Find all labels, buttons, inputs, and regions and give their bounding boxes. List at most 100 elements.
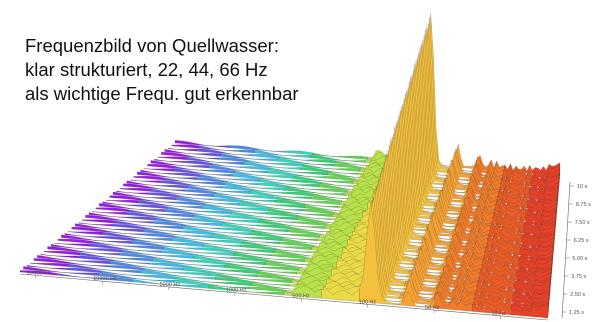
spectrum-slice-segment [116,190,148,195]
spectrum-slice-segment [273,249,309,257]
spectrum-slice-segment [240,166,270,171]
spectrum-slice-segment [273,204,305,209]
spectrum-slice-segment [178,195,211,201]
spectrum-slice-segment [112,191,145,198]
spectrum-slice-segment [161,152,190,158]
spectrum-slice-segment [447,255,483,269]
spectrum-slice-segment [232,174,263,180]
spectrum-slice-segment [279,195,312,200]
frequency-axis-line [19,273,549,321]
caption-line-1: Frequenzbild von Quellwasser: [25,35,279,56]
frequency-tick-label: 500 Hz [292,294,310,300]
spectrum-slice-segment [283,285,322,299]
spectrum-slice-segment [146,266,184,271]
spectrum-slice-segment [236,251,272,257]
spectrum-slice-segment [298,171,328,176]
spectrum-slice-segment [118,219,153,224]
spectrum-slice-segment [283,236,318,241]
spectrum-slice-segment [497,193,528,206]
spectrum-slice-segment [210,284,249,289]
spectrum-slice-segment [472,302,511,315]
spectrum-slice-segment [259,220,293,227]
spectrum-slice-segment [468,187,499,200]
spectrum-slice-segment [443,266,480,284]
spectrum-slice-segment [213,194,245,200]
spectrum-slice-segment [176,166,207,172]
spectrum-slice-segment [19,270,58,276]
spectrum-slice-segment [188,222,222,227]
spectrum-slice-segment [185,265,223,271]
spectrum-slice-segment [333,163,363,169]
time-tick-label: 8.75 s [576,202,591,208]
spectrum-slice-segment [192,153,222,157]
spectrum-slice-segment [163,177,195,183]
time-tick-label: 2.50 s [570,292,585,298]
spectrum-slice-segment [137,237,173,242]
spectrum-slice-segment [266,259,303,266]
spectrum-slice-segment [244,198,276,203]
spectrum-slice-segment [202,173,233,177]
spectrum-slice-segment [179,230,215,236]
spectrum-slice-segment [92,241,129,247]
spectrum-slice-segment [125,248,161,253]
spectrum-slice-segment [231,257,268,263]
spectrum-slice-segment [477,155,506,172]
spectrum-slice-segment [249,190,281,197]
spectrum-slice-segment [40,253,78,259]
frequency-tick-label: 10000 Hz [93,276,117,282]
spectrum-slice-segment [167,147,197,152]
time-tick-label: 5.00 s [572,256,587,262]
spectrum-slice-segment [245,239,280,245]
spectrum-slice-segment [181,193,214,198]
spectrum-slice-segment [284,150,313,155]
spectrum-slice-segment [199,174,231,180]
spectrum-slice-segment [316,188,348,193]
spectrum-slice-segment [201,247,237,253]
spectrum-slice-segment [236,207,269,212]
spectrum-slice-segment [499,184,530,196]
spectrum-slice-segment [323,180,353,184]
spectrum-slice-segment [154,158,184,163]
spectrum-slice-segment [64,233,100,238]
spectrum-slice-segment [196,177,228,183]
spectrum-slice-segment [219,272,257,277]
spectrum-slice-segment [183,160,213,166]
spectrum-slice-segment [140,169,171,175]
spectrum-slice-segment [293,175,324,182]
spectrum-slice-segment [61,234,97,241]
spectrum-slice-segment [312,193,344,199]
frequency-tick-label: 10 Hz [491,311,506,317]
spectrum-slice-segment [294,221,327,226]
spectrum-slice-segment [198,252,235,256]
spectrum-slice-segment [436,291,475,306]
spectrum-slice-segment [249,158,278,162]
plot-axes [19,181,571,321]
spectrum-slice-segment [277,196,309,203]
spectrum-slice-segment [186,156,216,163]
spectrum-slice-segment [119,253,156,259]
spectrum-slice-segment [306,203,338,208]
spectrum-slice-segment [147,164,177,169]
spectrum-slice-segment [447,254,483,272]
spectrum-slice-segment [254,228,289,233]
spectrum-slice-segment [210,198,243,203]
spectrum-slice-segment [144,268,182,274]
spectrum-slice-segment [98,272,137,280]
spectrum-slice-segment [213,232,249,239]
spectrum-slice-segment [464,197,496,216]
spectrum-slice-segment [92,211,126,215]
spectrum-slice-segment [180,272,218,277]
spectrum-slice-segment [226,219,260,224]
spectrum-slice-segment [149,262,187,268]
spectrum-slice-segment [233,252,270,260]
spectrum-slice-segment [188,263,225,268]
spectrum-slice-segment [312,152,341,158]
spectrum-slice-segment [272,166,302,170]
spectrum-slice-segment [241,200,274,206]
spectrum-slice-segment [60,271,99,276]
spectrum-slice-segment [285,233,320,238]
spectrum-slice-segment [281,238,316,245]
spectrum-slice-segment [441,273,478,290]
spectrum-slice-segment [475,163,504,178]
spectrum-slice-segment [141,198,174,204]
